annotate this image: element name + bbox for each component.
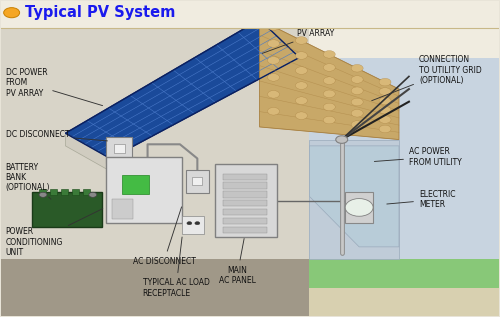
Circle shape: [268, 74, 280, 81]
Circle shape: [296, 97, 308, 104]
Circle shape: [351, 98, 363, 106]
Circle shape: [379, 107, 391, 114]
Text: POWER
CONDITIONING
UNIT: POWER CONDITIONING UNIT: [6, 209, 103, 257]
FancyBboxPatch shape: [223, 227, 266, 233]
Circle shape: [351, 109, 363, 117]
Polygon shape: [260, 20, 399, 139]
FancyBboxPatch shape: [182, 216, 204, 234]
Text: DC DISCONNECT: DC DISCONNECT: [6, 130, 108, 141]
Circle shape: [296, 52, 308, 59]
FancyBboxPatch shape: [112, 199, 133, 219]
Polygon shape: [0, 260, 310, 316]
Text: DC POWER
FROM
PV ARRAY: DC POWER FROM PV ARRAY: [6, 68, 102, 106]
FancyBboxPatch shape: [106, 157, 182, 223]
FancyBboxPatch shape: [106, 137, 132, 163]
Circle shape: [345, 198, 373, 216]
Circle shape: [336, 136, 347, 143]
Circle shape: [187, 222, 192, 225]
Circle shape: [4, 8, 20, 18]
Polygon shape: [310, 288, 498, 316]
FancyBboxPatch shape: [223, 200, 266, 206]
FancyBboxPatch shape: [122, 175, 148, 194]
Text: MAIN
AC PANEL: MAIN AC PANEL: [218, 239, 256, 285]
FancyBboxPatch shape: [223, 191, 266, 197]
Circle shape: [379, 78, 391, 86]
Circle shape: [379, 88, 391, 95]
FancyBboxPatch shape: [186, 170, 209, 193]
FancyBboxPatch shape: [72, 189, 79, 195]
Circle shape: [195, 222, 200, 225]
FancyBboxPatch shape: [223, 209, 266, 215]
Circle shape: [296, 37, 308, 44]
Circle shape: [351, 76, 363, 83]
Text: TYPICAL AC LOAD
RECEPTACLE: TYPICAL AC LOAD RECEPTACLE: [142, 237, 210, 298]
Circle shape: [89, 192, 97, 197]
Circle shape: [296, 82, 308, 89]
Polygon shape: [66, 133, 110, 171]
FancyBboxPatch shape: [61, 189, 68, 195]
FancyBboxPatch shape: [223, 218, 266, 224]
Circle shape: [268, 57, 280, 64]
Circle shape: [324, 90, 336, 98]
Text: BATTERY
BANK
(OPTIONAL): BATTERY BANK (OPTIONAL): [6, 163, 51, 199]
Circle shape: [324, 103, 336, 111]
Polygon shape: [310, 139, 399, 260]
Circle shape: [324, 50, 336, 58]
FancyBboxPatch shape: [216, 164, 276, 237]
Circle shape: [296, 67, 308, 74]
Polygon shape: [310, 260, 498, 316]
FancyBboxPatch shape: [345, 192, 373, 223]
Text: Typical PV System: Typical PV System: [24, 5, 175, 20]
Circle shape: [324, 77, 336, 84]
FancyBboxPatch shape: [223, 183, 266, 189]
Text: CONNECTION
TO UTILITY GRID
(OPTIONAL): CONNECTION TO UTILITY GRID (OPTIONAL): [372, 55, 482, 101]
Polygon shape: [310, 57, 498, 260]
Circle shape: [268, 40, 280, 47]
Circle shape: [351, 121, 363, 128]
Circle shape: [351, 87, 363, 94]
Text: ELECTRIC
METER: ELECTRIC METER: [387, 190, 456, 209]
FancyBboxPatch shape: [83, 189, 90, 195]
FancyBboxPatch shape: [192, 177, 202, 185]
FancyBboxPatch shape: [50, 189, 57, 195]
Circle shape: [379, 125, 391, 133]
Circle shape: [351, 64, 363, 72]
Polygon shape: [66, 20, 300, 158]
Circle shape: [39, 192, 47, 197]
Circle shape: [324, 64, 336, 71]
Polygon shape: [310, 146, 399, 247]
Text: PV ARRAY: PV ARRAY: [262, 29, 334, 53]
Polygon shape: [0, 26, 310, 260]
Text: AC POWER
FROM UTILITY: AC POWER FROM UTILITY: [374, 147, 462, 167]
FancyBboxPatch shape: [223, 174, 266, 180]
Circle shape: [268, 107, 280, 115]
FancyBboxPatch shape: [32, 192, 102, 227]
Circle shape: [268, 23, 280, 30]
FancyBboxPatch shape: [39, 189, 46, 195]
Circle shape: [324, 116, 336, 124]
Text: AC DISCONNECT: AC DISCONNECT: [132, 207, 196, 266]
Circle shape: [379, 97, 391, 105]
Circle shape: [296, 112, 308, 120]
Polygon shape: [0, 1, 498, 28]
Circle shape: [268, 91, 280, 98]
Circle shape: [379, 116, 391, 123]
FancyBboxPatch shape: [114, 144, 124, 152]
